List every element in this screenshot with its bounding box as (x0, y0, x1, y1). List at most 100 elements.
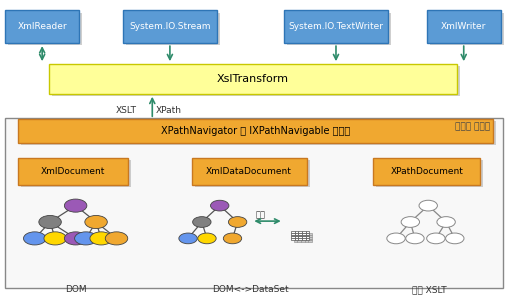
Text: XslTransform: XslTransform (217, 74, 289, 84)
FancyBboxPatch shape (5, 10, 79, 43)
Circle shape (105, 232, 128, 245)
Circle shape (39, 215, 61, 229)
FancyBboxPatch shape (284, 10, 388, 43)
FancyBboxPatch shape (287, 13, 391, 45)
Bar (295, 236, 298, 238)
Bar (308, 240, 312, 242)
Bar (305, 239, 308, 240)
Bar (295, 235, 298, 236)
Bar (305, 233, 308, 235)
Text: XmlReader: XmlReader (17, 22, 67, 31)
FancyBboxPatch shape (49, 64, 457, 94)
FancyBboxPatch shape (427, 10, 501, 43)
Circle shape (193, 217, 211, 227)
Text: System.IO.Stream: System.IO.Stream (129, 22, 211, 31)
Bar (297, 239, 301, 240)
Bar (294, 240, 297, 242)
Circle shape (446, 233, 464, 244)
Circle shape (44, 232, 66, 245)
Text: データ ストア: データ ストア (455, 122, 491, 131)
Bar (305, 237, 308, 239)
Text: XSLT: XSLT (116, 106, 137, 115)
Text: 同期: 同期 (256, 211, 266, 220)
FancyBboxPatch shape (8, 13, 82, 45)
Circle shape (223, 233, 242, 244)
Bar (295, 231, 298, 233)
Text: XmlDataDocument: XmlDataDocument (206, 167, 292, 176)
Bar (297, 237, 301, 239)
Bar (295, 238, 298, 240)
Text: XPathNavigator と IXPathNavigable を実装: XPathNavigator と IXPathNavigable を実装 (161, 126, 350, 136)
Bar (302, 238, 306, 240)
Bar (308, 235, 312, 237)
Text: DOM<->DataSet: DOM<->DataSet (212, 285, 289, 294)
Bar (298, 233, 302, 235)
Circle shape (401, 217, 420, 227)
Bar (306, 233, 309, 235)
Text: 高速 XSLT: 高速 XSLT (412, 285, 447, 294)
Bar (298, 238, 302, 240)
Bar (302, 231, 306, 233)
Bar (306, 231, 309, 233)
Circle shape (85, 215, 107, 229)
FancyBboxPatch shape (5, 118, 503, 288)
Bar (301, 235, 305, 237)
Bar (297, 233, 301, 235)
Bar (302, 233, 306, 235)
Bar (308, 239, 312, 240)
Circle shape (24, 232, 46, 245)
Bar (291, 233, 295, 235)
Bar (298, 231, 302, 233)
Bar (302, 236, 306, 238)
FancyBboxPatch shape (373, 158, 480, 185)
Bar (306, 236, 309, 238)
Text: System.IO.TextWriter: System.IO.TextWriter (289, 22, 383, 31)
Circle shape (179, 233, 197, 244)
FancyBboxPatch shape (376, 160, 483, 187)
FancyBboxPatch shape (21, 160, 131, 187)
Bar (295, 233, 298, 235)
Bar (297, 240, 301, 242)
Text: XmlDocument: XmlDocument (41, 167, 105, 176)
FancyBboxPatch shape (195, 160, 310, 187)
Bar (305, 240, 308, 242)
FancyBboxPatch shape (52, 66, 460, 96)
Text: XmlWriter: XmlWriter (441, 22, 486, 31)
Bar (298, 236, 302, 238)
Bar (291, 231, 295, 233)
Bar (297, 235, 301, 237)
Bar (301, 233, 305, 235)
Circle shape (406, 233, 424, 244)
Bar (302, 235, 306, 236)
FancyBboxPatch shape (123, 10, 217, 43)
Bar (294, 233, 297, 235)
Bar (305, 235, 308, 237)
FancyBboxPatch shape (18, 119, 493, 143)
Bar (298, 235, 302, 236)
Bar (301, 239, 305, 240)
Bar (294, 235, 297, 237)
Circle shape (228, 217, 247, 227)
Bar (294, 239, 297, 240)
Circle shape (419, 200, 437, 211)
Bar (301, 237, 305, 239)
FancyBboxPatch shape (126, 13, 220, 45)
Circle shape (437, 217, 455, 227)
FancyBboxPatch shape (18, 158, 128, 185)
FancyBboxPatch shape (21, 121, 496, 145)
Bar (301, 240, 305, 242)
Bar (291, 235, 295, 236)
FancyBboxPatch shape (430, 13, 504, 45)
Text: XPathDocument: XPathDocument (390, 167, 463, 176)
FancyBboxPatch shape (192, 158, 307, 185)
Bar (308, 237, 312, 239)
Circle shape (64, 232, 87, 245)
Circle shape (75, 232, 97, 245)
Bar (291, 236, 295, 238)
Circle shape (198, 233, 216, 244)
Bar (294, 237, 297, 239)
Bar (306, 238, 309, 240)
Bar (308, 233, 312, 235)
Bar (291, 238, 295, 240)
Bar (306, 235, 309, 236)
